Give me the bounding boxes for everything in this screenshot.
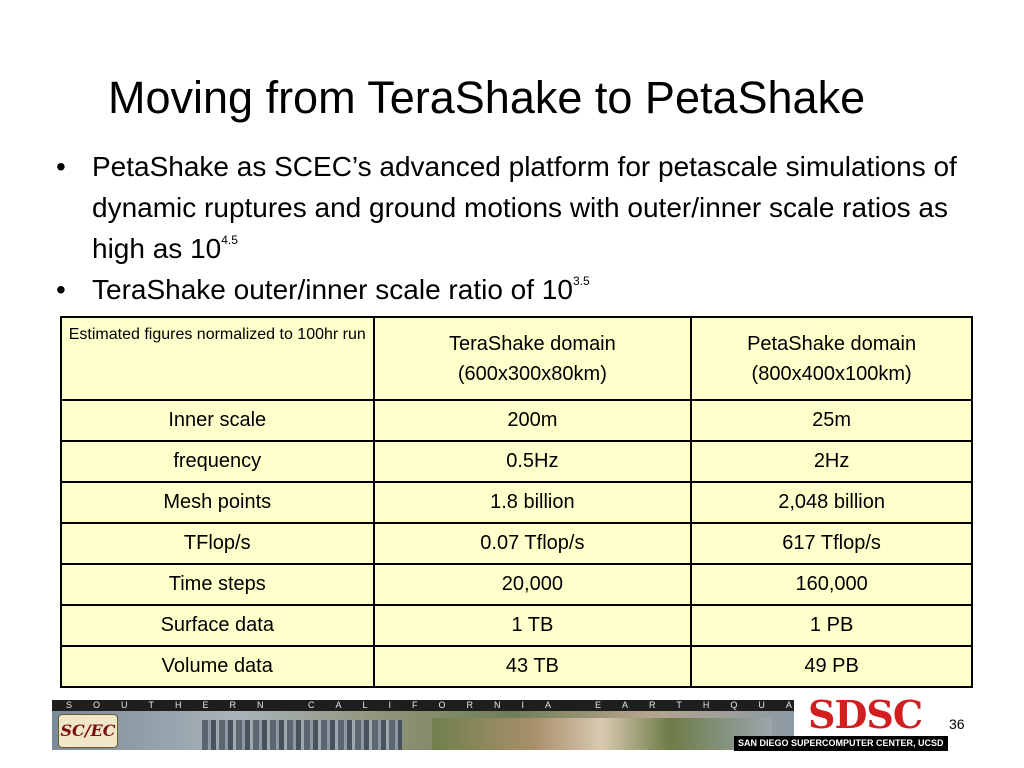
sdsc-caption: SAN DIEGO SUPERCOMPUTER CENTER, UCSD — [734, 736, 948, 751]
row-label: Volume data — [60, 645, 375, 688]
banner-title: SOUTHERN CALIFORNIA EARTHQUAKE CENTER — [52, 700, 794, 711]
row-label: TFlop/s — [60, 522, 375, 565]
row-label: Surface data — [60, 604, 375, 647]
bullet-dot: • — [56, 151, 66, 182]
terashake-cell: 0.5Hz — [372, 440, 693, 483]
scec-logo: SC/EC — [58, 714, 118, 748]
terashake-column-header: TeraShake domain (600x300x80km) — [372, 316, 693, 401]
bullet-text: TeraShake outer/inner scale ratio of 10 — [92, 274, 573, 305]
terashake-cell: 200m — [372, 399, 693, 442]
table-header-row: Estimated figures normalized to 100hr ru… — [60, 316, 973, 401]
row-label: Time steps — [60, 563, 375, 606]
slide-title: Moving from TeraShake to PetaShake — [108, 72, 866, 123]
petashake-header-title: PetaShake domain — [747, 332, 917, 355]
petashake-cell: 25m — [690, 399, 973, 442]
comparison-table: Estimated figures normalized to 100hr ru… — [60, 316, 973, 688]
petashake-cell: 49 PB — [690, 645, 973, 688]
terashake-cell: 0.07 Tflop/s — [372, 522, 693, 565]
table-row: Inner scale 200m 25m — [60, 399, 973, 442]
bullet-item: • PetaShake as SCEC’s advanced platform … — [56, 146, 976, 269]
table-row: frequency 0.5Hz 2Hz — [60, 440, 973, 483]
bullet-item: • TeraShake outer/inner scale ratio of 1… — [56, 269, 976, 310]
table-row: Surface data 1 TB 1 PB — [60, 604, 973, 647]
sdsc-logo: SDSC — [808, 692, 923, 737]
page-number: 36 — [949, 716, 965, 732]
scec-footer-banner: SOUTHERN CALIFORNIA EARTHQUAKE CENTER SC… — [52, 700, 794, 750]
petashake-cell: 160,000 — [690, 563, 973, 606]
bullet-list: • PetaShake as SCEC’s advanced platform … — [56, 146, 976, 310]
petashake-cell: 2,048 billion — [690, 481, 973, 524]
table-row: TFlop/s 0.07 Tflop/s 617 Tflop/s — [60, 522, 973, 565]
petashake-cell: 1 PB — [690, 604, 973, 647]
bullet-text: PetaShake as SCEC’s advanced platform fo… — [92, 151, 957, 264]
petashake-column-header: PetaShake domain (800x400x100km) — [690, 316, 973, 401]
table-row: Time steps 20,000 160,000 — [60, 563, 973, 606]
table-corner-header: Estimated figures normalized to 100hr ru… — [60, 316, 375, 401]
petashake-cell: 617 Tflop/s — [690, 522, 973, 565]
terashake-cell: 20,000 — [372, 563, 693, 606]
city-skyline-photo — [202, 720, 402, 750]
bullet-superscript: 3.5 — [572, 274, 590, 288]
table-row: Mesh points 1.8 billion 2,048 billion — [60, 481, 973, 524]
petashake-cell: 2Hz — [690, 440, 973, 483]
row-label: Inner scale — [60, 399, 375, 442]
terashake-cell: 1 TB — [372, 604, 693, 647]
table-row: Volume data 43 TB 49 PB — [60, 645, 973, 688]
terashake-header-title: TeraShake domain — [448, 332, 616, 355]
petashake-header-size: (800x400x100km) — [751, 362, 912, 385]
bullet-superscript: 4.5 — [221, 233, 238, 247]
row-label: frequency — [60, 440, 375, 483]
terashake-header-size: (600x300x80km) — [457, 362, 607, 385]
bullet-dot: • — [56, 274, 66, 305]
field-team-photo — [432, 718, 772, 750]
terashake-cell: 1.8 billion — [372, 481, 693, 524]
terashake-cell: 43 TB — [372, 645, 693, 688]
row-label: Mesh points — [60, 481, 375, 524]
